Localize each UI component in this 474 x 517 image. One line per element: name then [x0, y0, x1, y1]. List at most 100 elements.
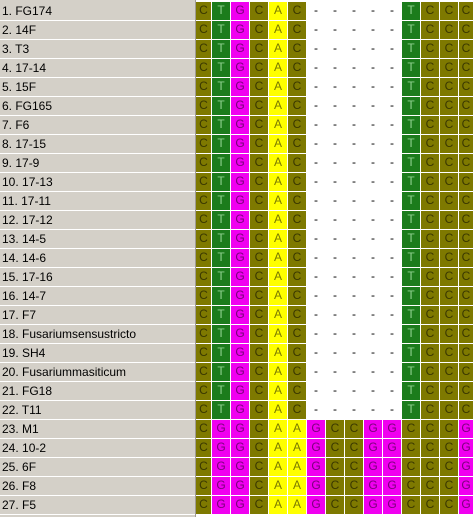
- nucleotide-cell[interactable]: C: [250, 382, 269, 401]
- nucleotide-cell[interactable]: A: [269, 192, 288, 211]
- nucleotide-cell[interactable]: G: [231, 2, 250, 21]
- nucleotide-cell[interactable]: T: [212, 287, 231, 306]
- nucleotide-cell[interactable]: C: [440, 97, 459, 116]
- nucleotide-cell[interactable]: C: [288, 154, 307, 173]
- nucleotide-cell[interactable]: C: [196, 306, 212, 325]
- nucleotide-cell[interactable]: C: [250, 420, 269, 439]
- alignment-gap-cell[interactable]: -: [307, 306, 326, 325]
- alignment-gap-cell[interactable]: -: [307, 40, 326, 59]
- alignment-gap-cell[interactable]: -: [307, 78, 326, 97]
- nucleotide-cell[interactable]: G: [212, 420, 231, 439]
- alignment-gap-cell[interactable]: -: [383, 59, 402, 78]
- nucleotide-cell[interactable]: T: [212, 306, 231, 325]
- nucleotide-cell[interactable]: A: [269, 2, 288, 21]
- nucleotide-cell[interactable]: C: [288, 135, 307, 154]
- nucleotide-cell[interactable]: C: [288, 363, 307, 382]
- nucleotide-cell[interactable]: C: [459, 192, 474, 211]
- alignment-gap-cell[interactable]: -: [345, 154, 364, 173]
- alignment-gap-cell[interactable]: -: [307, 401, 326, 420]
- nucleotide-cell[interactable]: T: [402, 268, 421, 287]
- nucleotide-cell[interactable]: C: [250, 59, 269, 78]
- alignment-gap-cell[interactable]: -: [383, 306, 402, 325]
- nucleotide-cell[interactable]: C: [196, 173, 212, 192]
- nucleotide-cell[interactable]: C: [421, 97, 440, 116]
- nucleotide-cell[interactable]: C: [250, 154, 269, 173]
- nucleotide-cell[interactable]: C: [250, 21, 269, 40]
- alignment-gap-cell[interactable]: -: [326, 154, 345, 173]
- alignment-gap-cell[interactable]: -: [364, 363, 383, 382]
- alignment-gap-cell[interactable]: -: [307, 249, 326, 268]
- alignment-gap-cell[interactable]: -: [345, 249, 364, 268]
- alignment-gap-cell[interactable]: -: [326, 287, 345, 306]
- nucleotide-cell[interactable]: T: [402, 78, 421, 97]
- nucleotide-cell[interactable]: A: [269, 458, 288, 477]
- nucleotide-cell[interactable]: T: [402, 211, 421, 230]
- alignment-gap-cell[interactable]: -: [326, 116, 345, 135]
- nucleotide-cell[interactable]: C: [440, 363, 459, 382]
- nucleotide-cell[interactable]: C: [440, 59, 459, 78]
- nucleotide-cell[interactable]: T: [212, 97, 231, 116]
- alignment-gap-cell[interactable]: -: [364, 325, 383, 344]
- nucleotide-cell[interactable]: C: [196, 116, 212, 135]
- sequence-name-row[interactable]: 14. 14-6: [0, 249, 195, 268]
- nucleotide-cell[interactable]: G: [212, 477, 231, 496]
- alignment-gap-cell[interactable]: -: [364, 230, 383, 249]
- nucleotide-cell[interactable]: C: [196, 458, 212, 477]
- nucleotide-cell[interactable]: A: [288, 439, 307, 458]
- nucleotide-cell[interactable]: G: [459, 420, 474, 439]
- alignment-gap-cell[interactable]: -: [307, 230, 326, 249]
- alignment-gap-cell[interactable]: -: [307, 344, 326, 363]
- nucleotide-cell[interactable]: C: [440, 135, 459, 154]
- alignment-gap-cell[interactable]: -: [326, 249, 345, 268]
- alignment-gap-cell[interactable]: -: [307, 211, 326, 230]
- alignment-gap-cell[interactable]: -: [326, 192, 345, 211]
- nucleotide-cell[interactable]: C: [288, 59, 307, 78]
- nucleotide-cell[interactable]: G: [231, 477, 250, 496]
- nucleotide-cell[interactable]: C: [459, 268, 474, 287]
- nucleotide-cell[interactable]: C: [421, 249, 440, 268]
- nucleotide-cell[interactable]: C: [459, 325, 474, 344]
- alignment-gap-cell[interactable]: -: [326, 173, 345, 192]
- alignment-gap-cell[interactable]: -: [326, 135, 345, 154]
- alignment-gap-cell[interactable]: -: [307, 192, 326, 211]
- nucleotide-cell[interactable]: C: [288, 211, 307, 230]
- nucleotide-cell[interactable]: G: [364, 477, 383, 496]
- nucleotide-cell[interactable]: A: [269, 420, 288, 439]
- nucleotide-cell[interactable]: C: [459, 78, 474, 97]
- nucleotide-cell[interactable]: C: [196, 325, 212, 344]
- alignment-gap-cell[interactable]: -: [345, 363, 364, 382]
- nucleotide-cell[interactable]: A: [269, 230, 288, 249]
- nucleotide-cell[interactable]: C: [250, 230, 269, 249]
- nucleotide-cell[interactable]: C: [421, 287, 440, 306]
- nucleotide-cell[interactable]: G: [212, 496, 231, 515]
- nucleotide-cell[interactable]: T: [402, 344, 421, 363]
- alignment-gap-cell[interactable]: -: [345, 211, 364, 230]
- alignment-gap-cell[interactable]: -: [383, 154, 402, 173]
- nucleotide-cell[interactable]: A: [269, 363, 288, 382]
- alignment-gap-cell[interactable]: -: [307, 173, 326, 192]
- alignment-gap-cell[interactable]: -: [326, 306, 345, 325]
- nucleotide-cell[interactable]: C: [459, 287, 474, 306]
- nucleotide-cell[interactable]: C: [288, 173, 307, 192]
- nucleotide-cell[interactable]: C: [421, 59, 440, 78]
- nucleotide-cell[interactable]: T: [212, 325, 231, 344]
- nucleotide-cell[interactable]: C: [250, 268, 269, 287]
- alignment-gap-cell[interactable]: -: [345, 306, 364, 325]
- nucleotide-cell[interactable]: C: [250, 135, 269, 154]
- nucleotide-cell[interactable]: T: [402, 59, 421, 78]
- nucleotide-cell[interactable]: C: [250, 173, 269, 192]
- alignment-gap-cell[interactable]: -: [383, 382, 402, 401]
- nucleotide-cell[interactable]: T: [212, 363, 231, 382]
- nucleotide-cell[interactable]: G: [231, 249, 250, 268]
- alignment-gap-cell[interactable]: -: [383, 173, 402, 192]
- nucleotide-cell[interactable]: C: [440, 344, 459, 363]
- alignment-gap-cell[interactable]: -: [326, 382, 345, 401]
- nucleotide-cell[interactable]: C: [440, 40, 459, 59]
- nucleotide-cell[interactable]: T: [212, 135, 231, 154]
- nucleotide-cell[interactable]: G: [231, 116, 250, 135]
- nucleotide-cell[interactable]: C: [402, 458, 421, 477]
- nucleotide-cell[interactable]: C: [196, 382, 212, 401]
- nucleotide-cell[interactable]: G: [383, 458, 402, 477]
- nucleotide-cell[interactable]: G: [307, 458, 326, 477]
- alignment-gap-cell[interactable]: -: [383, 97, 402, 116]
